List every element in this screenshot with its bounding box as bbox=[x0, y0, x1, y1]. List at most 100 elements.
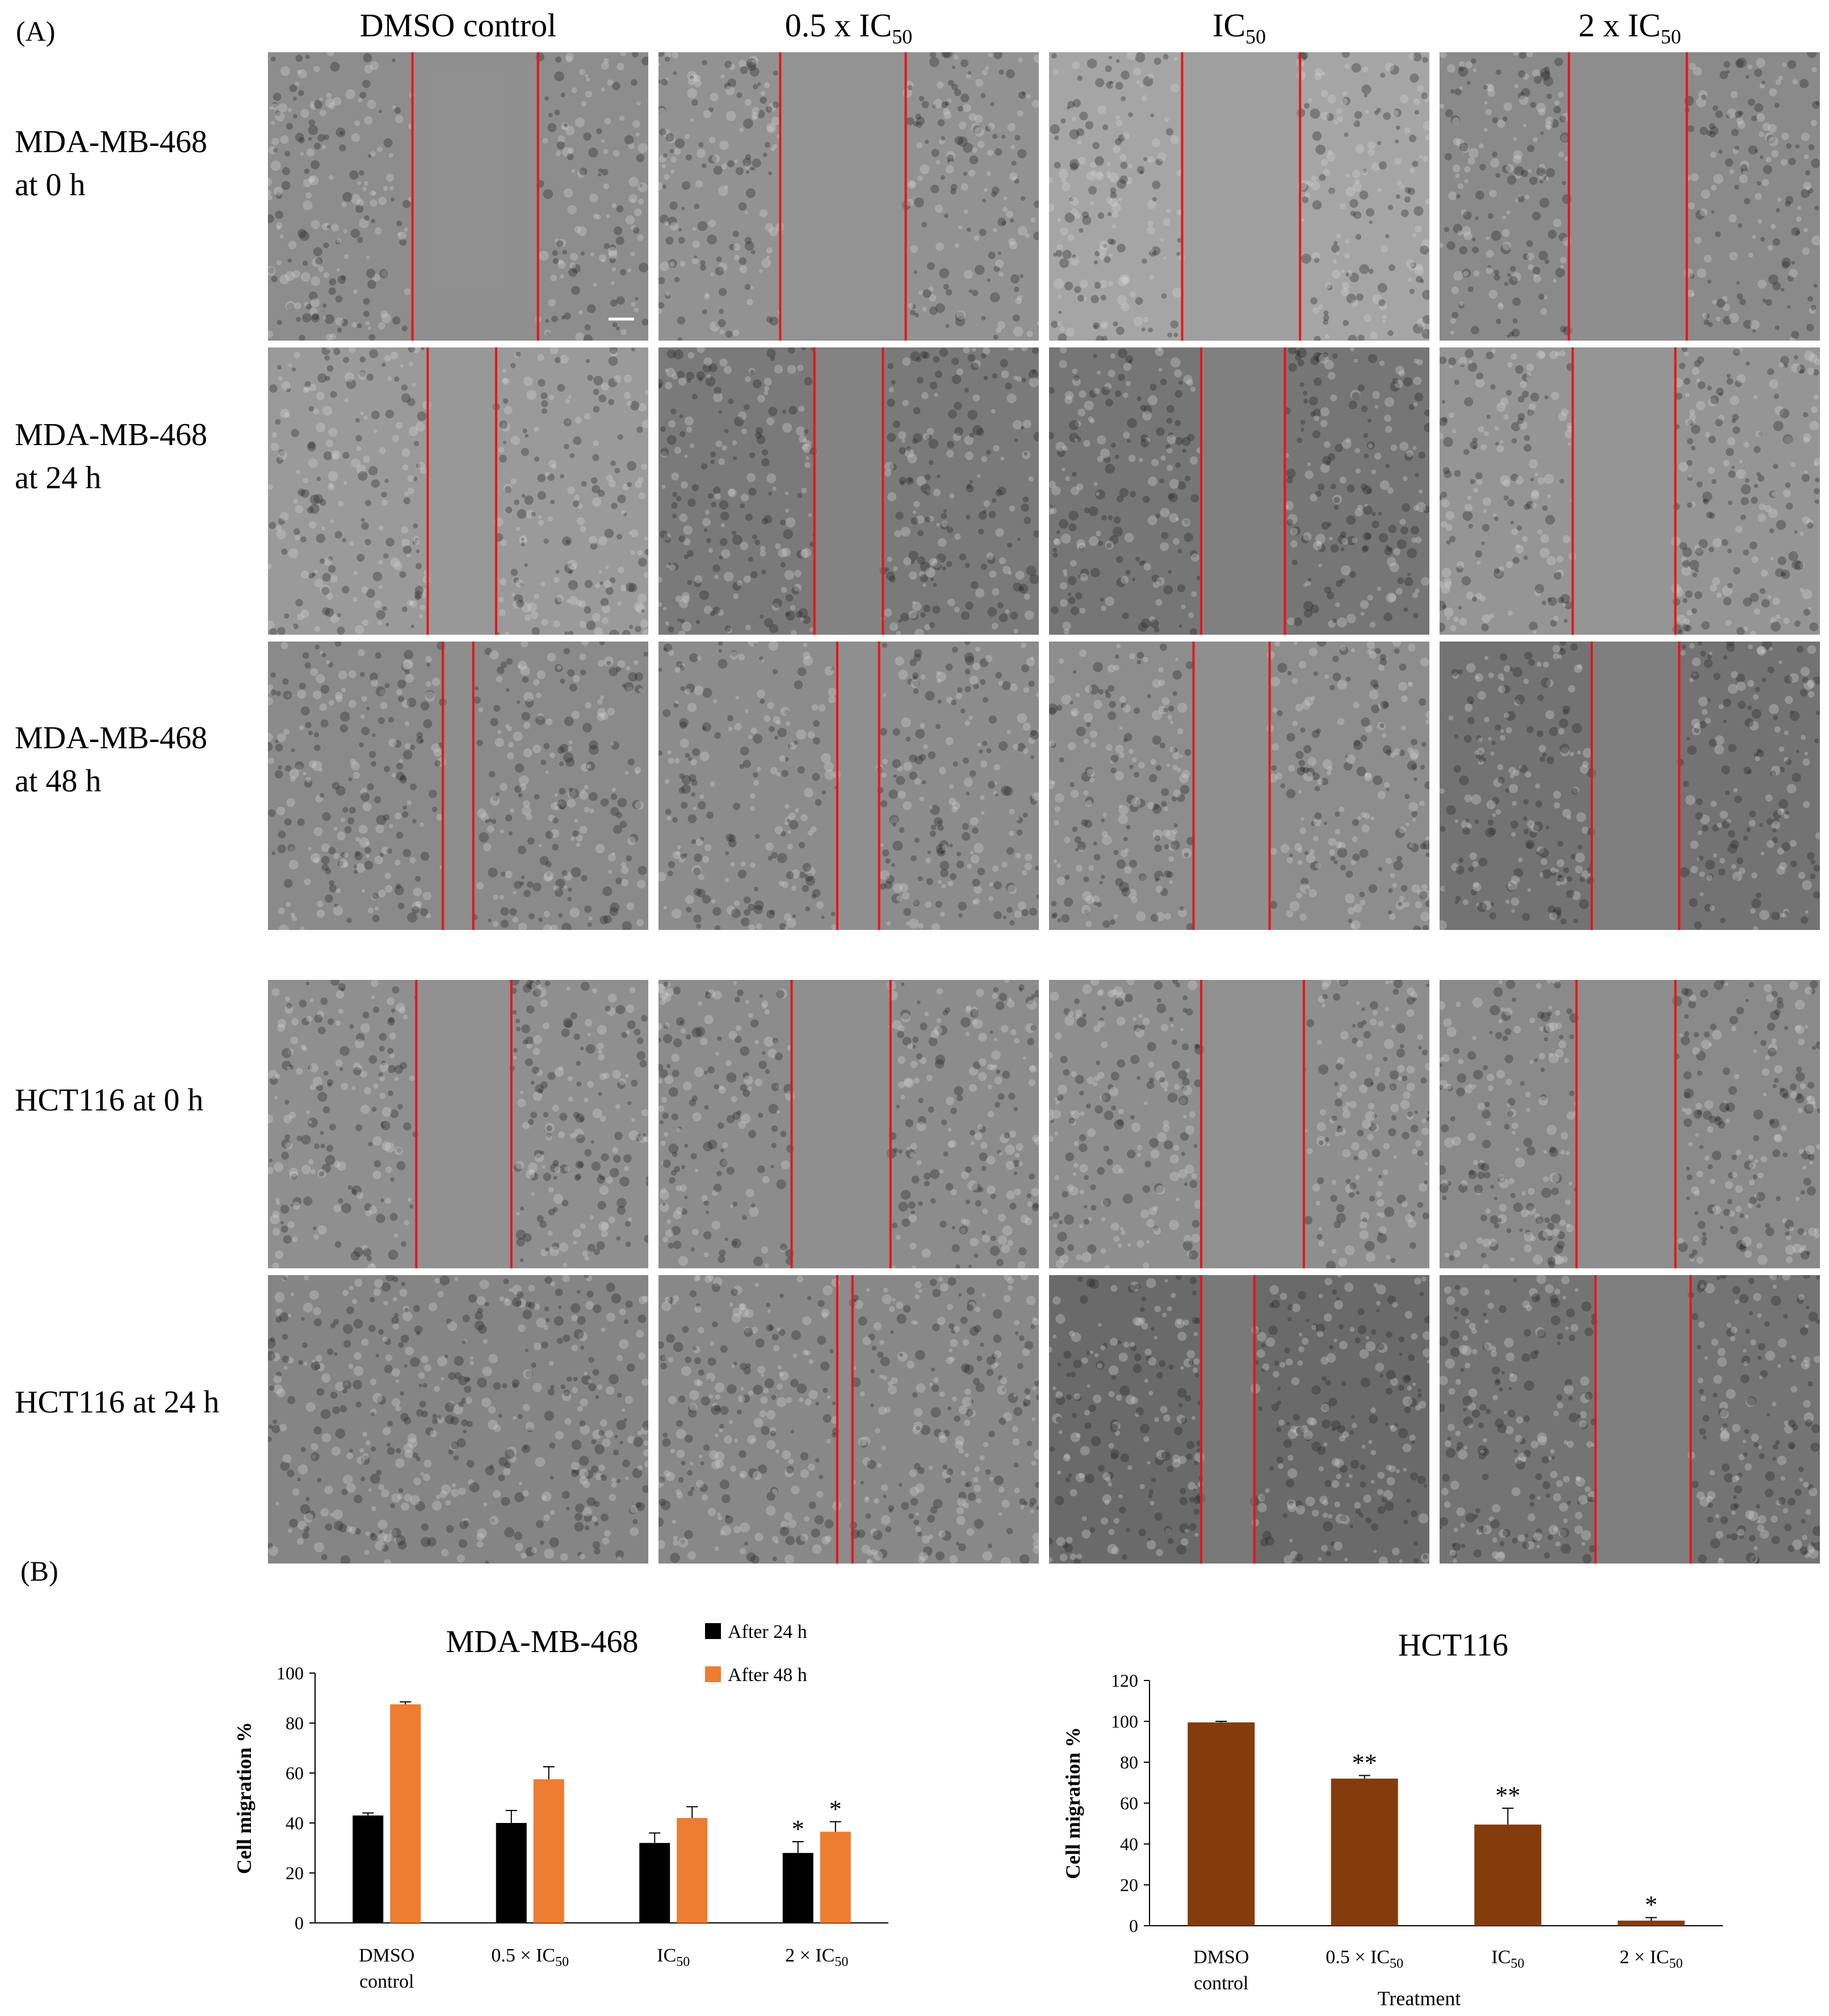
wound-gap bbox=[416, 980, 511, 1268]
column-header-subscript: 50 bbox=[1245, 25, 1266, 48]
micrograph-image bbox=[658, 642, 1039, 930]
x-tick-label: DMSO bbox=[359, 1945, 414, 1966]
wound-gap bbox=[837, 1275, 853, 1564]
bar bbox=[782, 1852, 813, 1923]
cell-texture bbox=[1440, 1275, 1820, 1564]
x-tick-label-line2: control bbox=[1194, 1973, 1248, 1994]
y-axis-label: Cell migration % bbox=[233, 1722, 255, 1874]
y-tick-label: 40 bbox=[1120, 1834, 1138, 1854]
x-tick-label: 2 × IC50 bbox=[1620, 1947, 1683, 1971]
micrograph-image bbox=[1049, 642, 1429, 930]
micrograph-image bbox=[268, 642, 648, 930]
micrograph-tile bbox=[1049, 1275, 1429, 1564]
wound-gap bbox=[412, 52, 538, 341]
x-tick-label: IC50 bbox=[1491, 1947, 1524, 1971]
cell-texture bbox=[1049, 1275, 1429, 1564]
panel-b-label: (B) bbox=[20, 1555, 58, 1587]
y-tick-label: 60 bbox=[286, 1763, 304, 1783]
micrograph-image bbox=[268, 52, 648, 341]
wound-gap bbox=[1568, 52, 1687, 341]
wound-gap bbox=[791, 980, 891, 1268]
y-tick-label: 60 bbox=[1120, 1793, 1138, 1813]
bar bbox=[533, 1779, 564, 1923]
micrograph-tile bbox=[268, 980, 648, 1268]
wound-gap bbox=[443, 642, 473, 930]
row-label-line: at 48 h bbox=[15, 764, 102, 799]
y-tick-label: 100 bbox=[1111, 1711, 1138, 1732]
y-tick-label: 0 bbox=[295, 1913, 304, 1933]
column-header-subscript: 50 bbox=[892, 25, 913, 48]
cell-texture bbox=[268, 1275, 648, 1564]
row-label-line: at 0 h bbox=[15, 167, 86, 203]
micrograph-image bbox=[1049, 980, 1429, 1268]
micrograph-image bbox=[1440, 980, 1820, 1268]
cell-texture bbox=[268, 642, 648, 930]
micrograph-tile bbox=[1440, 642, 1820, 930]
legend-label: After 48 h bbox=[728, 1665, 807, 1686]
significance-marker: * bbox=[829, 1795, 842, 1823]
x-tick-label: IC50 bbox=[657, 1945, 690, 1969]
panel-a-label: (A) bbox=[16, 15, 56, 47]
micrograph-image bbox=[658, 347, 1039, 635]
micrograph-image bbox=[1440, 52, 1820, 341]
micrograph-tile bbox=[1440, 347, 1820, 635]
x-tick-label: 0.5 × IC50 bbox=[1325, 1947, 1403, 1971]
y-axis-label: Cell migration % bbox=[1062, 1727, 1084, 1879]
cell-texture bbox=[1049, 347, 1429, 635]
micrograph-tile bbox=[658, 642, 1039, 930]
chart-title: HCT116 bbox=[1398, 1628, 1508, 1663]
row-label-mda-24h: MDA-MB-468 at 24 h bbox=[15, 413, 207, 500]
column-header-double-ic50: 2 x IC50 bbox=[1440, 9, 1820, 47]
row-label-line: MDA-MB-468 bbox=[15, 124, 208, 160]
micrograph-tile bbox=[658, 52, 1039, 341]
cell-texture bbox=[658, 1275, 1039, 1564]
chart-mda-mb-468: 0 20 40 60 80 100 Cell migration % MDA-MB-468 DM… bbox=[233, 1621, 888, 1992]
row-label-line: MDA-MB-468 bbox=[15, 417, 208, 452]
micrograph-image bbox=[658, 1275, 1039, 1564]
chart-hct116: 0 20 40 60 80 100 120 Cell migration % HCT116 DMS… bbox=[1062, 1628, 1723, 2010]
wound-gap bbox=[1193, 642, 1270, 930]
y-tick-label: 0 bbox=[1129, 1916, 1138, 1936]
cell-texture bbox=[1049, 52, 1429, 341]
bar bbox=[1331, 1778, 1398, 1926]
x-tick-label: 0.5 × IC50 bbox=[491, 1945, 569, 1969]
legend-label: After 24 h bbox=[728, 1621, 807, 1642]
micrograph-image bbox=[268, 347, 648, 635]
y-tick-label: 120 bbox=[1111, 1670, 1138, 1691]
significance-marker: ** bbox=[1352, 1749, 1377, 1776]
micrograph-image bbox=[1440, 1275, 1820, 1564]
micrograph-tile bbox=[658, 347, 1039, 635]
micrograph-tile bbox=[1049, 980, 1429, 1268]
wound-gap bbox=[814, 347, 883, 635]
cell-texture bbox=[1440, 347, 1820, 635]
micrograph-tile bbox=[268, 52, 648, 341]
row-label-hct-24h: HCT116 at 24 h bbox=[15, 1381, 219, 1424]
cell-texture bbox=[268, 980, 648, 1268]
significance-marker: * bbox=[792, 1815, 804, 1843]
wound-gap bbox=[1572, 347, 1676, 635]
y-tick-label: 80 bbox=[286, 1713, 304, 1733]
row-label-hct-0h: HCT116 at 0 h bbox=[15, 1079, 203, 1122]
wound-gap bbox=[1201, 1275, 1255, 1564]
legend-swatch bbox=[705, 1623, 721, 1639]
x-tick-label: 2 × IC50 bbox=[785, 1945, 848, 1969]
row-label-line: HCT116 at 24 h bbox=[15, 1385, 220, 1420]
column-header-text: 2 x IC bbox=[1578, 7, 1661, 44]
micrograph-image bbox=[1440, 347, 1820, 635]
micrograph-tile bbox=[658, 1275, 1039, 1564]
chart-title: MDA-MB-468 bbox=[446, 1624, 638, 1659]
micrograph-tile bbox=[268, 347, 648, 635]
x-tick-label: DMSO bbox=[1193, 1947, 1249, 1968]
wound-gap bbox=[780, 52, 906, 341]
micrograph-tile bbox=[268, 1275, 648, 1564]
micrograph-image bbox=[1049, 347, 1429, 635]
bar bbox=[390, 1704, 421, 1923]
cell-texture bbox=[1049, 980, 1429, 1268]
micrograph-image bbox=[268, 1275, 648, 1564]
cell-texture bbox=[268, 347, 648, 635]
micrograph-image bbox=[658, 980, 1039, 1268]
column-header-subscript: 50 bbox=[1660, 25, 1681, 48]
bar bbox=[677, 1818, 708, 1923]
x-axis-label: Treatment bbox=[1378, 1987, 1461, 2010]
micrograph-image bbox=[268, 980, 648, 1268]
